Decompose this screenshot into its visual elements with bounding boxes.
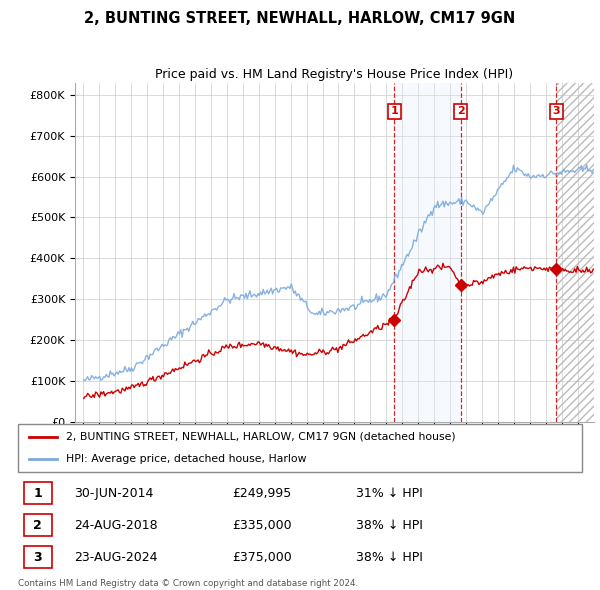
- Bar: [394, 83, 461, 422]
- Text: 1: 1: [34, 487, 42, 500]
- Title: Price paid vs. HM Land Registry's House Price Index (HPI): Price paid vs. HM Land Registry's House …: [155, 68, 514, 81]
- Text: 3: 3: [34, 550, 42, 563]
- Text: 38% ↓ HPI: 38% ↓ HPI: [356, 519, 423, 532]
- Bar: [556, 83, 594, 422]
- FancyBboxPatch shape: [23, 482, 52, 504]
- Text: 24-AUG-2018: 24-AUG-2018: [74, 519, 158, 532]
- Text: £249,995: £249,995: [232, 487, 292, 500]
- FancyBboxPatch shape: [23, 546, 52, 568]
- Text: 31% ↓ HPI: 31% ↓ HPI: [356, 487, 423, 500]
- Text: Contains HM Land Registry data © Crown copyright and database right 2024.
This d: Contains HM Land Registry data © Crown c…: [18, 579, 358, 590]
- Text: £375,000: £375,000: [232, 550, 292, 563]
- Text: 23-AUG-2024: 23-AUG-2024: [74, 550, 158, 563]
- Bar: [556, 83, 594, 422]
- Text: 30-JUN-2014: 30-JUN-2014: [74, 487, 154, 500]
- Text: HPI: Average price, detached house, Harlow: HPI: Average price, detached house, Harl…: [66, 454, 307, 464]
- Text: 1: 1: [391, 106, 398, 116]
- FancyBboxPatch shape: [23, 514, 52, 536]
- Text: 2, BUNTING STREET, NEWHALL, HARLOW, CM17 9GN (detached house): 2, BUNTING STREET, NEWHALL, HARLOW, CM17…: [66, 432, 455, 442]
- Text: 2, BUNTING STREET, NEWHALL, HARLOW, CM17 9GN: 2, BUNTING STREET, NEWHALL, HARLOW, CM17…: [85, 11, 515, 25]
- FancyBboxPatch shape: [18, 424, 582, 472]
- Text: 3: 3: [553, 106, 560, 116]
- Text: 2: 2: [34, 519, 42, 532]
- Text: 38% ↓ HPI: 38% ↓ HPI: [356, 550, 423, 563]
- Text: 2: 2: [457, 106, 464, 116]
- Text: £335,000: £335,000: [232, 519, 292, 532]
